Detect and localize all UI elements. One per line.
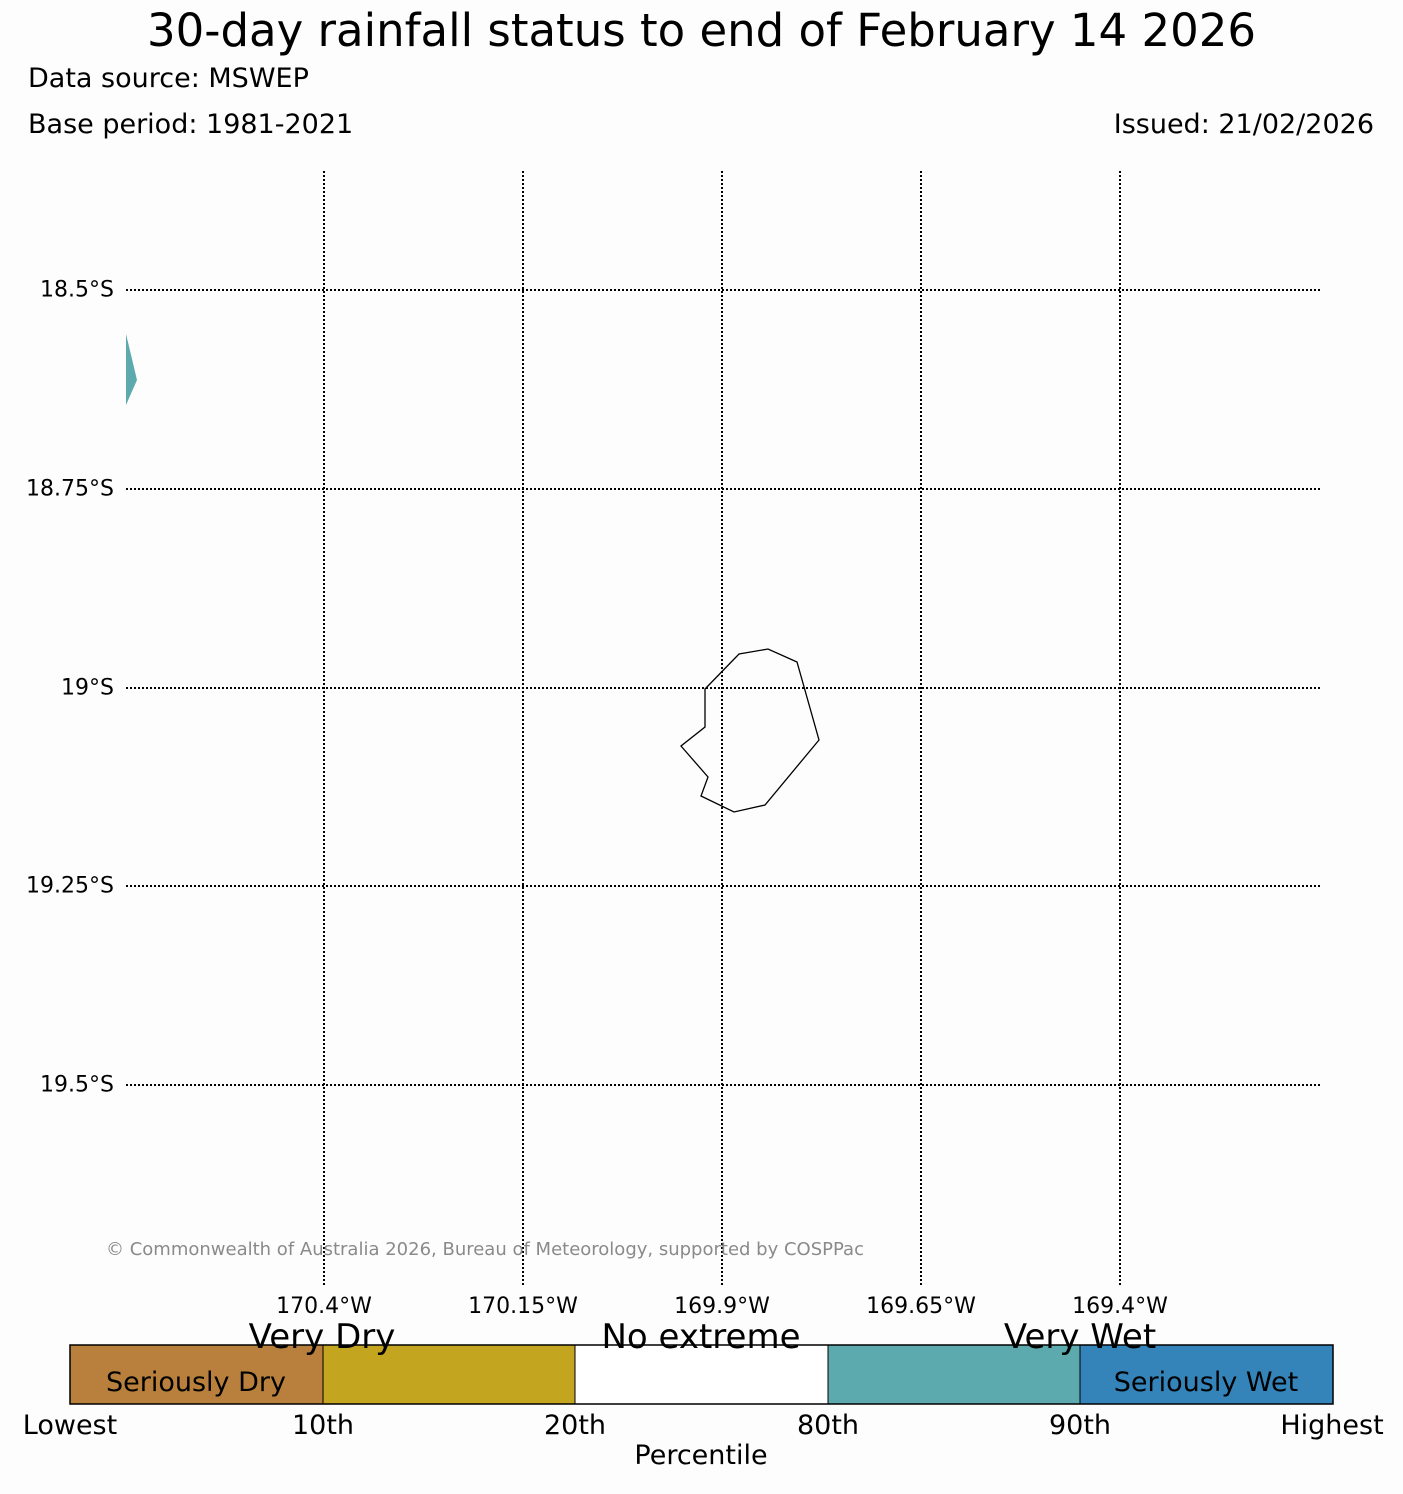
legend-label-very-dry: Very Dry bbox=[248, 1317, 396, 1357]
lat-label-19.25: 19.25°S bbox=[26, 873, 114, 899]
lat-label-19: 19°S bbox=[61, 675, 114, 701]
lon-label-169.4: 169.4°W bbox=[1072, 1294, 1168, 1319]
copyright-notice: © Commonwealth of Australia 2026, Bureau… bbox=[106, 1239, 864, 1260]
legend-label-seriously-dry: Seriously Dry bbox=[106, 1367, 286, 1398]
colorbar-tick-highest: Highest bbox=[1280, 1410, 1384, 1441]
colorbar-seriously-wet bbox=[1080, 1345, 1333, 1404]
lat-label-18.5: 18.5°S bbox=[40, 277, 114, 303]
colorbar-no-extreme bbox=[575, 1345, 828, 1404]
colorbar-frame bbox=[69, 1344, 1334, 1405]
data-source: Data source: MSWEP bbox=[28, 63, 309, 94]
base-period: Base period: 1981-2021 bbox=[28, 109, 354, 140]
colorbar-segments bbox=[69, 1344, 1334, 1405]
lon-label-169.65: 169.65°W bbox=[866, 1294, 976, 1319]
lat-label-18.75: 18.75°S bbox=[26, 476, 114, 502]
colorbar-tick-20th: 20th bbox=[543, 1410, 607, 1441]
island-outline bbox=[680, 648, 820, 813]
colorbar-very-wet bbox=[828, 1345, 1080, 1404]
colorbar-tick-90th: 90th bbox=[1048, 1410, 1112, 1441]
colorbar-very-dry bbox=[323, 1345, 575, 1404]
legend-label-seriously-wet: Seriously Wet bbox=[1113, 1367, 1299, 1398]
legend-label-very-wet: Very Wet bbox=[1003, 1317, 1157, 1357]
graticule bbox=[126, 171, 1320, 1286]
lon-label-169.9: 169.9°W bbox=[674, 1294, 770, 1319]
colorbar-tick-10th: 10th bbox=[291, 1410, 355, 1441]
issued-date: Issued: 21/02/2026 bbox=[1113, 109, 1374, 140]
map-title: 30-day rainfall status to end of Februar… bbox=[146, 4, 1256, 57]
colorbar-seriously-dry bbox=[70, 1345, 323, 1404]
lon-label-170.15: 170.15°W bbox=[468, 1294, 578, 1319]
legend-label-no-extreme: No extreme bbox=[601, 1317, 801, 1357]
colorbar-tick-lowest: Lowest bbox=[22, 1410, 118, 1441]
lon-label-170.4: 170.4°W bbox=[276, 1294, 372, 1319]
lat-label-19.5: 19.5°S bbox=[40, 1072, 114, 1098]
colorbar-axis-label: Percentile bbox=[634, 1440, 768, 1471]
colorbar-tick-80th: 80th bbox=[796, 1410, 860, 1441]
very-wet-patch bbox=[126, 334, 137, 405]
